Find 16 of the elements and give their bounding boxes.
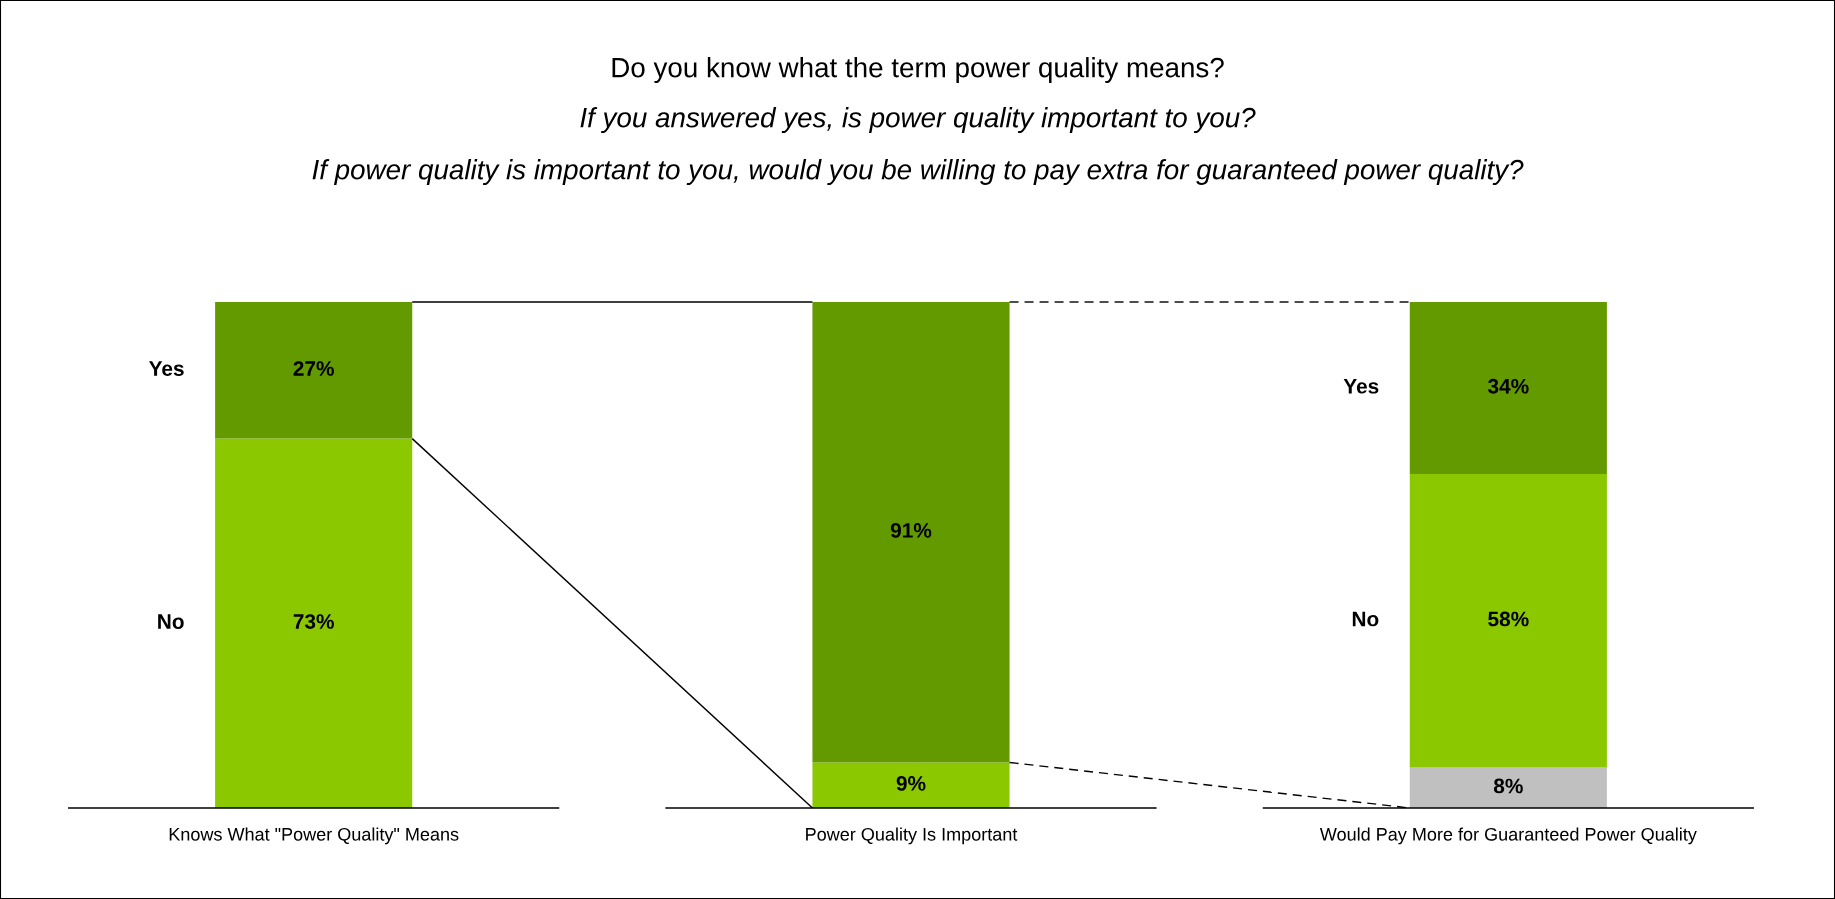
- x-tick-label: Power Quality Is Important: [806, 827, 1018, 845]
- x-tick-label: Knows What "Power Quality" Means: [169, 827, 459, 845]
- data-label: 58%: [1488, 611, 1529, 627]
- data-label: 8%: [1493, 778, 1523, 794]
- data-label: 73%: [293, 614, 334, 629]
- series-label: No: [158, 614, 184, 629]
- series-label: Yes: [148, 361, 184, 376]
- series-label: No: [1352, 611, 1379, 627]
- data-label: 9%: [896, 776, 926, 791]
- data-label: 27%: [293, 361, 334, 376]
- series-label: Yes: [1343, 379, 1379, 394]
- x-tick-label: Would Pay More for Guaranteed Power Quality: [1319, 827, 1697, 845]
- data-label: 34%: [1487, 378, 1529, 394]
- chart-title: Do you know what the term power quality means?: [612, 57, 1224, 83]
- chart-subtitle: If you answered yes, is power quality important to you? If power quality is important to you, would you be willing to pay extra for guaranteed power quality?: [312, 107, 1524, 185]
- data-label: 91%: [890, 523, 932, 538]
